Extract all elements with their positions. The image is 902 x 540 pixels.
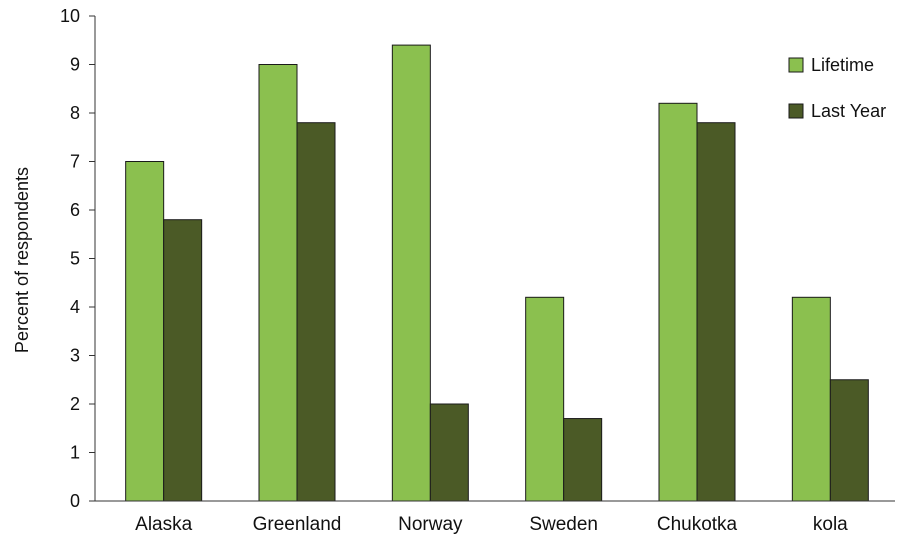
y-tick-label: 9 <box>70 55 80 75</box>
y-tick-label: 8 <box>70 103 80 123</box>
x-category-label: Sweden <box>529 514 598 535</box>
y-axis-title: Percent of respondents <box>12 167 32 353</box>
bar-last-year-alaska <box>163 219 203 502</box>
y-tick-label: 0 <box>70 491 80 511</box>
bar-last-year-chukotka <box>696 122 736 502</box>
x-category-label: Alaska <box>135 514 192 535</box>
y-tick-label: 4 <box>70 297 80 317</box>
bar-lifetime-kola <box>791 296 831 502</box>
y-tick-label: 10 <box>60 6 80 26</box>
x-axis-labels: Alaska Greenland Norway Sweden Chukotka kola <box>135 514 848 535</box>
y-axis-ticks: 0 1 2 3 4 5 6 7 8 9 10 <box>60 6 95 511</box>
bar-last-year-norway <box>429 403 469 502</box>
bar-lifetime-greenland <box>258 64 298 502</box>
legend-swatch-last-year <box>788 103 804 119</box>
bar-lifetime-sweden <box>525 296 565 502</box>
bars <box>125 44 869 502</box>
y-tick-label: 7 <box>70 152 80 172</box>
bar-lifetime-norway <box>391 44 431 502</box>
bar-last-year-greenland <box>296 122 336 502</box>
bar-last-year-sweden <box>563 418 603 502</box>
x-category-label: Norway <box>398 514 463 535</box>
x-category-label: Chukotka <box>657 514 738 535</box>
y-tick-label: 2 <box>70 394 80 414</box>
bar-last-year-kola <box>829 379 869 502</box>
bar-lifetime-alaska <box>125 161 165 502</box>
legend-label-last-year: Last Year <box>811 101 886 121</box>
y-tick-label: 5 <box>70 249 80 269</box>
legend: Lifetime Last Year <box>788 55 886 121</box>
y-tick-label: 3 <box>70 346 80 366</box>
legend-label-lifetime: Lifetime <box>811 55 874 75</box>
legend-swatch-lifetime <box>788 57 804 73</box>
y-tick-label: 6 <box>70 200 80 220</box>
bar-lifetime-chukotka <box>658 102 698 502</box>
x-category-label: kola <box>813 514 848 535</box>
x-category-label: Greenland <box>253 514 342 535</box>
y-tick-label: 1 <box>70 443 80 463</box>
